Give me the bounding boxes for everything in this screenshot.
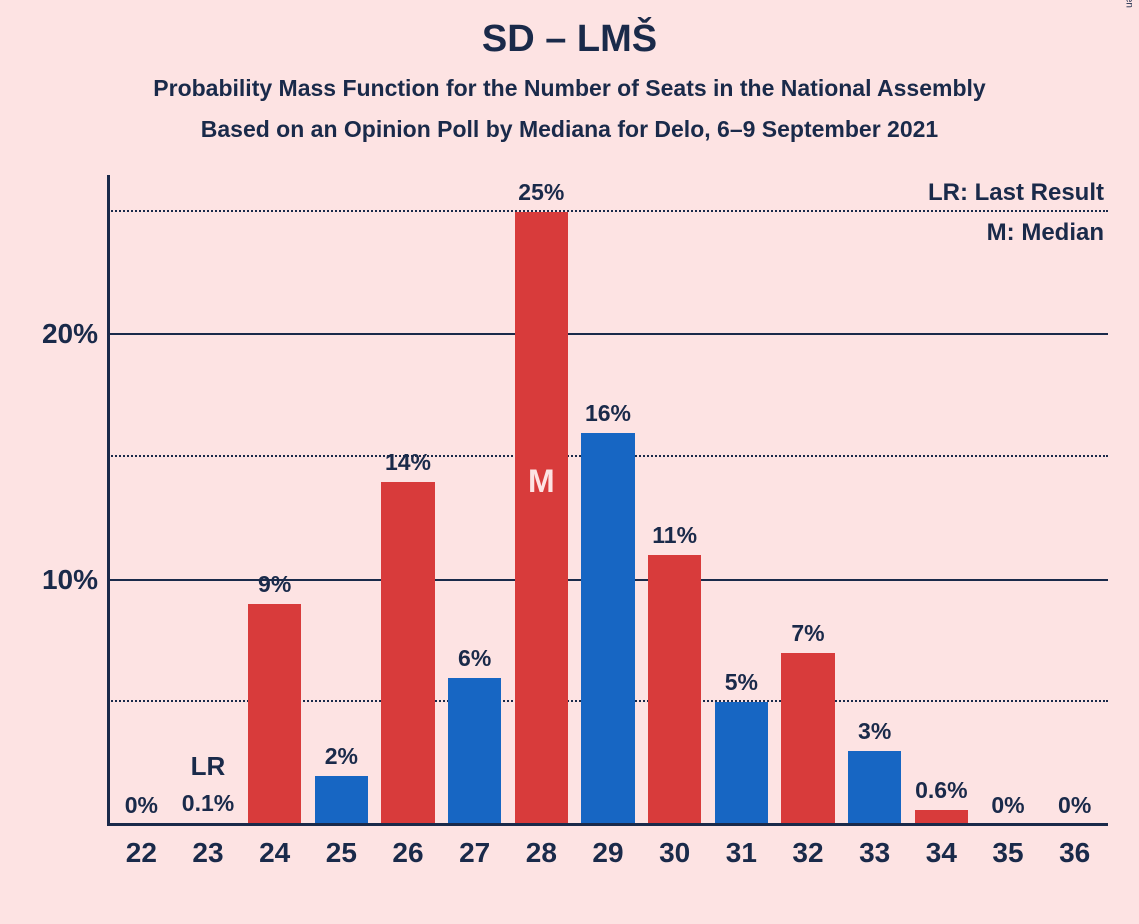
bar	[315, 776, 368, 825]
xaxis-tick-label: 28	[526, 825, 557, 869]
gridline-minor	[108, 210, 1108, 212]
bar	[515, 212, 568, 825]
copyright-text: © 2021 Filip van Laenen	[1124, 0, 1135, 8]
xaxis-tick-label: 31	[726, 825, 757, 869]
bar-value-label: 2%	[325, 743, 358, 770]
chart-subtitle-2: Based on an Opinion Poll by Mediana for …	[0, 116, 1139, 143]
bar-value-label: 7%	[791, 620, 824, 647]
chart-subtitle-1: Probability Mass Function for the Number…	[0, 75, 1139, 102]
xaxis-tick-label: 33	[859, 825, 890, 869]
y-axis-line	[107, 175, 110, 826]
bar-value-label: 5%	[725, 669, 758, 696]
yaxis-tick-label: 20%	[42, 318, 108, 350]
xaxis-tick-label: 32	[792, 825, 823, 869]
xaxis-tick-label: 29	[592, 825, 623, 869]
xaxis-tick-label: 25	[326, 825, 357, 869]
bar	[848, 751, 901, 825]
bar	[781, 653, 834, 825]
plot-area: 10%20%0%0.1%LR9%2%14%6%25%M16%11%5%7%3%0…	[108, 175, 1108, 825]
legend-median: M: Median	[987, 219, 1104, 247]
bar-marker-above: LR	[191, 751, 226, 782]
bar	[248, 604, 301, 825]
bar-value-label: 0%	[125, 792, 158, 819]
bar-value-label: 14%	[385, 449, 431, 476]
xaxis-tick-label: 24	[259, 825, 290, 869]
xaxis-tick-label: 27	[459, 825, 490, 869]
yaxis-tick-label: 10%	[42, 564, 108, 596]
chart-title: SD – LMŠ	[0, 18, 1139, 61]
bar	[581, 433, 634, 825]
xaxis-tick-label: 34	[926, 825, 957, 869]
bar-value-label: 16%	[585, 400, 631, 427]
bar-value-label: 0%	[991, 792, 1024, 819]
bar-value-label: 25%	[518, 179, 564, 206]
bar	[448, 678, 501, 825]
xaxis-tick-label: 22	[126, 825, 157, 869]
bar-value-label: 0.6%	[915, 777, 967, 804]
xaxis-tick-label: 30	[659, 825, 690, 869]
gridline-major	[108, 333, 1108, 335]
bar-value-label: 6%	[458, 645, 491, 672]
bar-marker-inside: M	[528, 463, 555, 500]
bar-value-label: 11%	[652, 522, 697, 549]
bar-value-label: 9%	[258, 571, 291, 598]
xaxis-tick-label: 35	[992, 825, 1023, 869]
bar	[648, 555, 701, 825]
legend-last-result: LR: Last Result	[928, 179, 1104, 207]
bar-value-label: 3%	[858, 718, 891, 745]
bar	[715, 702, 768, 825]
bar	[381, 482, 434, 825]
xaxis-tick-label: 23	[192, 825, 223, 869]
chart-canvas: SD – LMŠ Probability Mass Function for th…	[0, 0, 1139, 924]
bar-value-label: 0.1%	[182, 790, 234, 817]
bar-value-label: 0%	[1058, 792, 1091, 819]
xaxis-tick-label: 26	[392, 825, 423, 869]
xaxis-tick-label: 36	[1059, 825, 1090, 869]
